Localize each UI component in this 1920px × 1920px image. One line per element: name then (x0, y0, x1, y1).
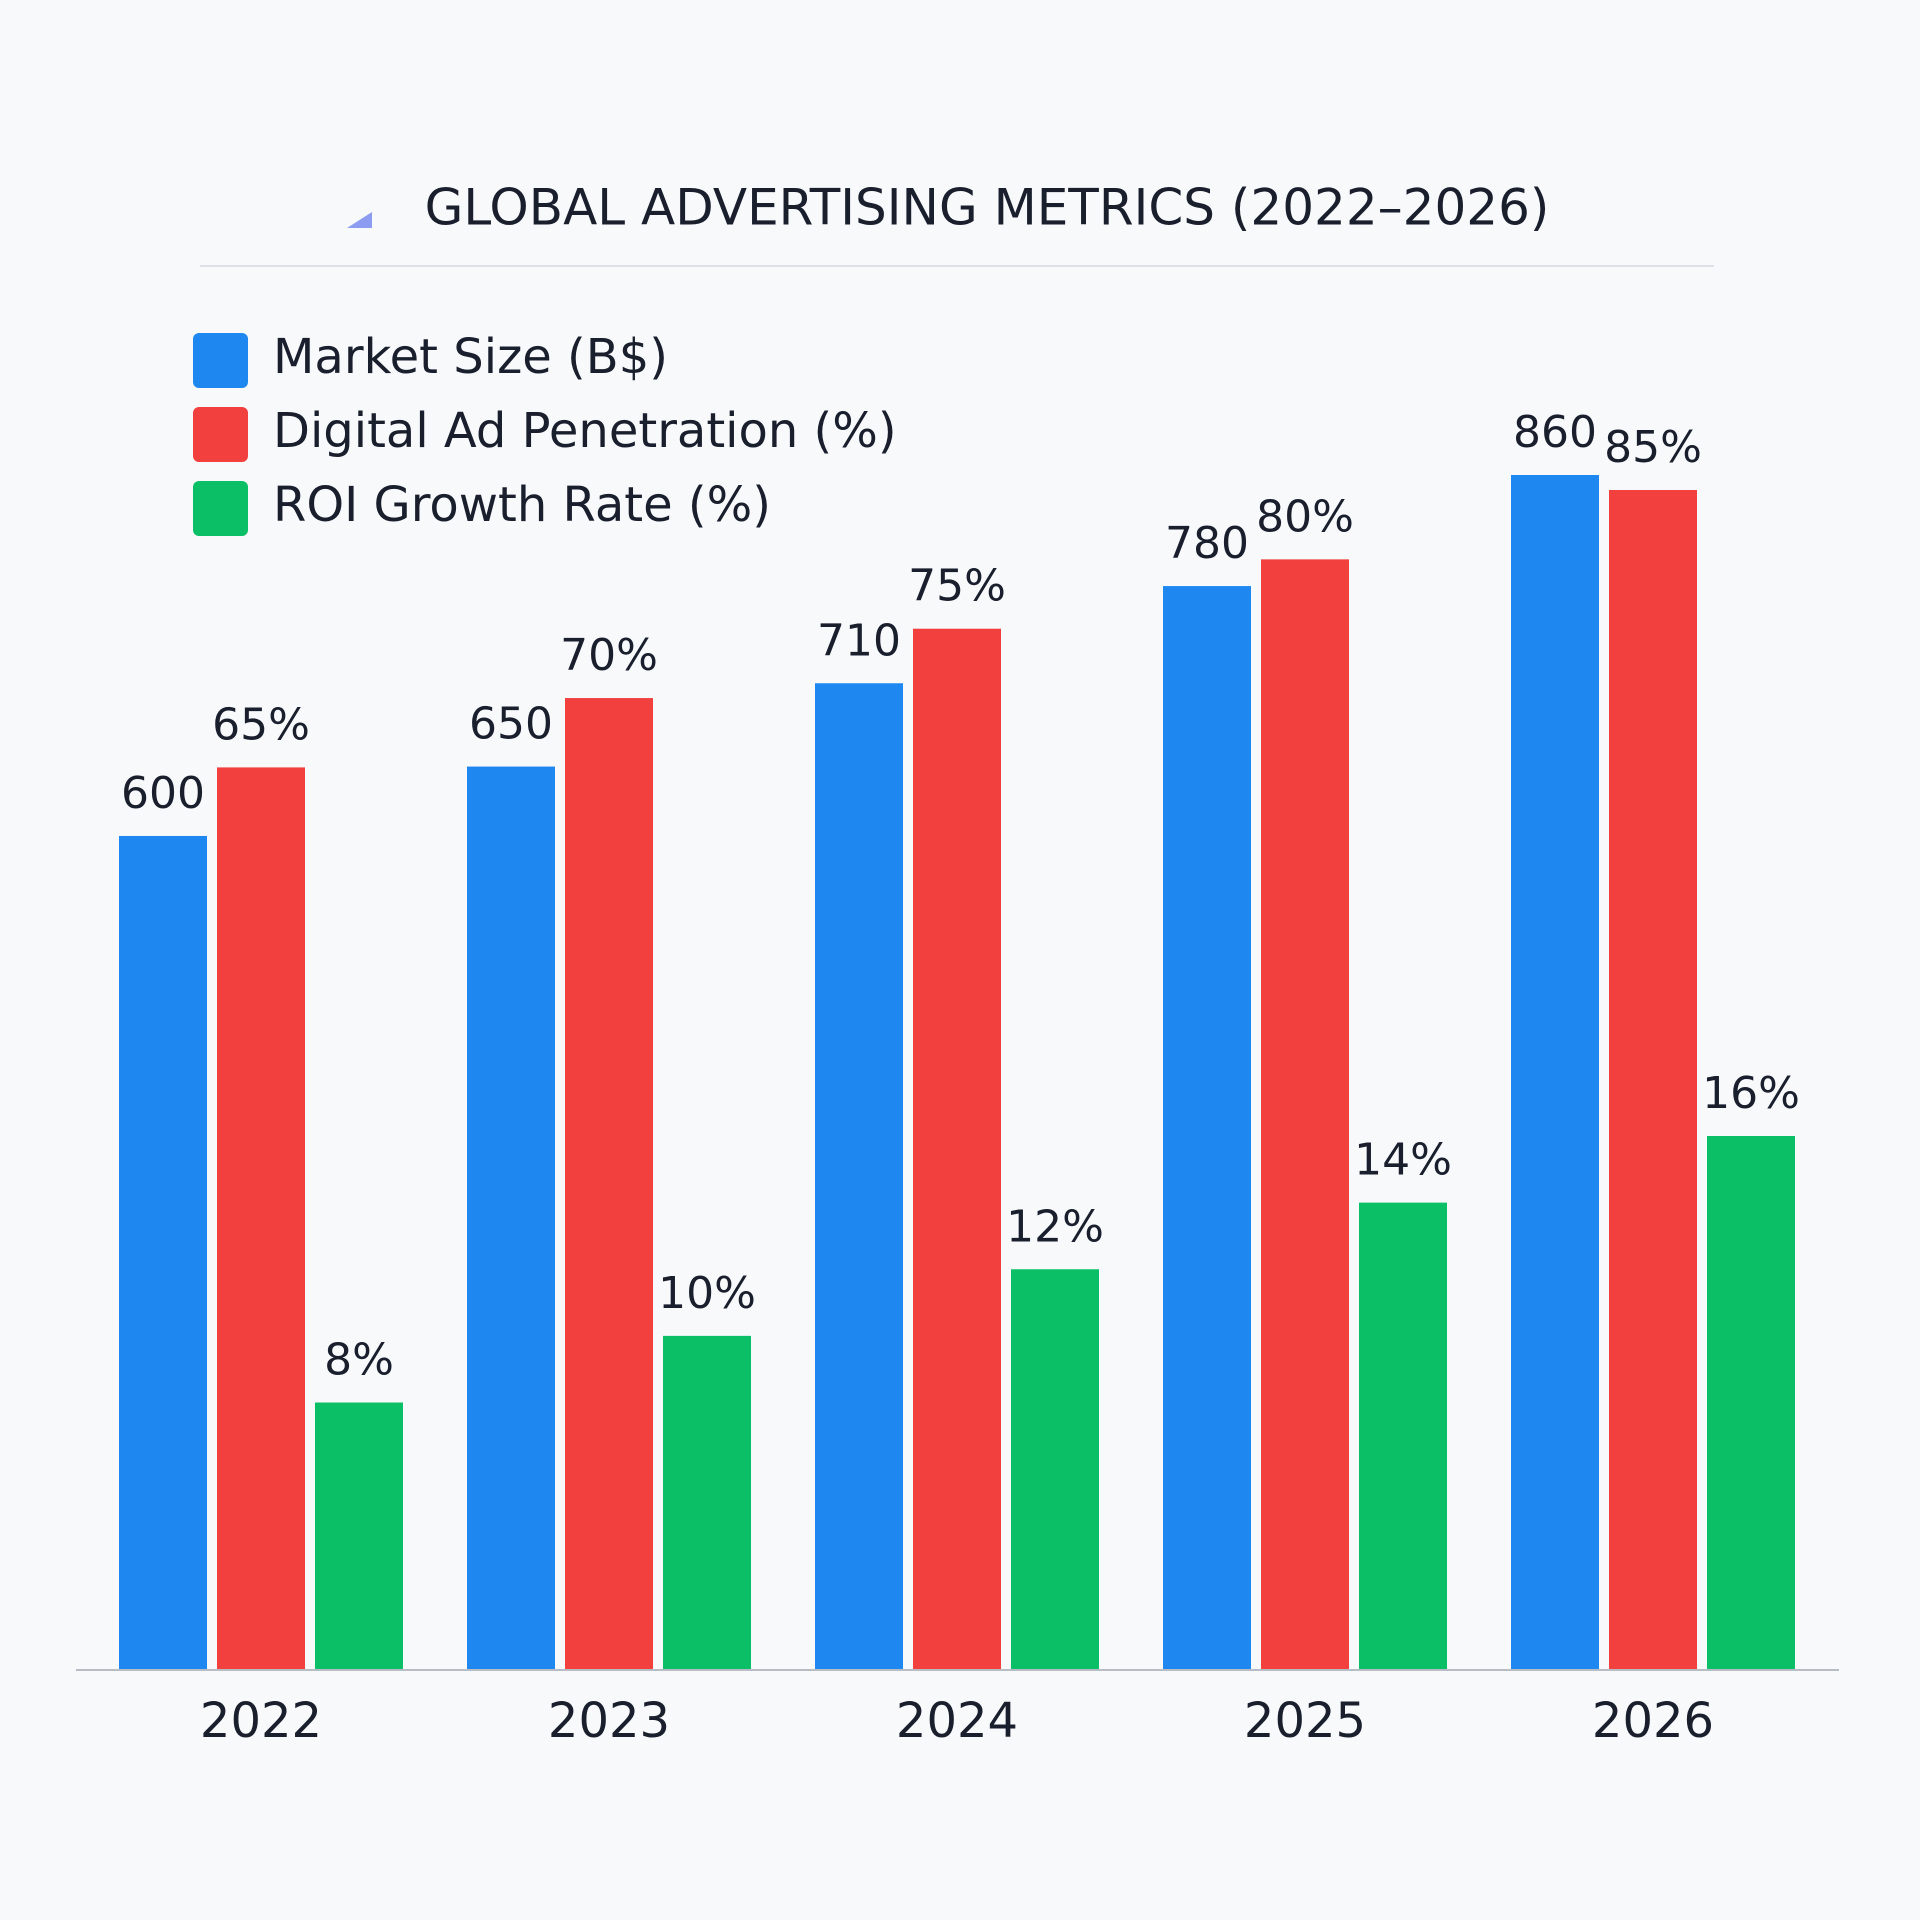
value-label: 650 (469, 699, 553, 750)
value-label: 80% (1256, 491, 1354, 542)
bar (815, 683, 903, 1669)
value-label: 75% (908, 561, 1006, 612)
bar (467, 766, 555, 1669)
bar (565, 698, 653, 1669)
value-label: 70% (560, 630, 658, 681)
value-label: 780 (1165, 518, 1249, 569)
value-label: 8% (324, 1335, 394, 1386)
chart-title: GLOBAL ADVERTISING METRICS (2022–2026) (425, 179, 1550, 237)
bar (119, 835, 207, 1669)
legend-label: ROI Growth Rate (%) (273, 477, 771, 533)
value-label: 600 (121, 768, 205, 819)
legend-label: Market Size (B$) (273, 329, 668, 385)
bar (1707, 1136, 1795, 1669)
title-icon (347, 212, 372, 228)
value-label: 65% (212, 699, 310, 750)
x-tick-label: 2026 (1592, 1693, 1714, 1749)
bar (1163, 586, 1251, 1669)
value-label: 10% (658, 1268, 756, 1319)
value-label: 16% (1702, 1068, 1800, 1119)
bar (663, 1335, 751, 1669)
bar (1261, 559, 1349, 1669)
value-label: 860 (1513, 407, 1597, 458)
value-label: 710 (817, 615, 901, 666)
value-label: 14% (1354, 1135, 1452, 1186)
x-tick-label: 2024 (896, 1693, 1018, 1749)
legend-label: Digital Ad Penetration (%) (273, 403, 897, 459)
bar (1359, 1202, 1447, 1669)
x-tick-label: 2023 (548, 1693, 670, 1749)
bar (315, 1402, 403, 1669)
bar (1011, 1269, 1099, 1669)
legend-swatch (193, 333, 248, 388)
x-tick-label: 2025 (1244, 1693, 1366, 1749)
legend-swatch (193, 407, 248, 462)
bar (1511, 475, 1599, 1669)
value-label: 85% (1604, 422, 1702, 473)
x-tick-label: 2022 (200, 1693, 322, 1749)
bar (1609, 490, 1697, 1669)
legend-swatch (193, 481, 248, 536)
bar (217, 767, 305, 1669)
bar (913, 628, 1001, 1670)
value-label: 12% (1006, 1201, 1104, 1252)
